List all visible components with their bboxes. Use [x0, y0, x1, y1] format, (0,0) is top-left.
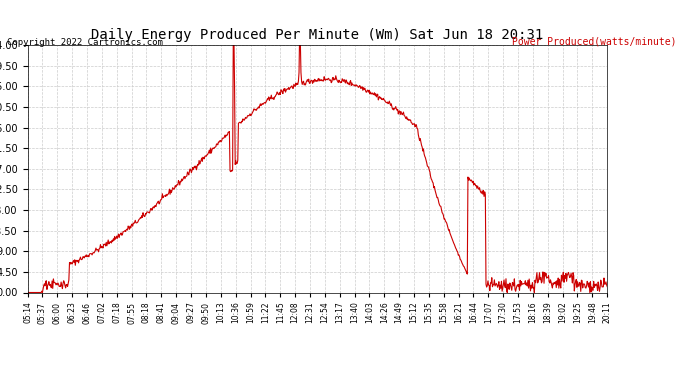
Power Produced(watts/minute): [295, 29, 304, 33]
Text: Power Produced(watts/minute): Power Produced(watts/minute): [512, 37, 676, 47]
Title: Daily Energy Produced Per Minute (Wm) Sat Jun 18 20:31: Daily Energy Produced Per Minute (Wm) Sa…: [91, 28, 544, 42]
Power Produced(watts/minute): [271, 94, 279, 99]
Power Produced(watts/minute): [603, 284, 611, 289]
Power Produced(watts/minute): [87, 251, 95, 256]
Power Produced(watts/minute): [23, 290, 32, 295]
Power Produced(watts/minute): [175, 178, 183, 183]
Power Produced(watts/minute): [437, 204, 445, 209]
Line: Power Produced(watts/minute): Power Produced(watts/minute): [28, 31, 607, 292]
Power Produced(watts/minute): [524, 286, 533, 290]
Power Produced(watts/minute): [461, 266, 469, 270]
Text: Copyright 2022 Cartronics.com: Copyright 2022 Cartronics.com: [7, 38, 163, 47]
